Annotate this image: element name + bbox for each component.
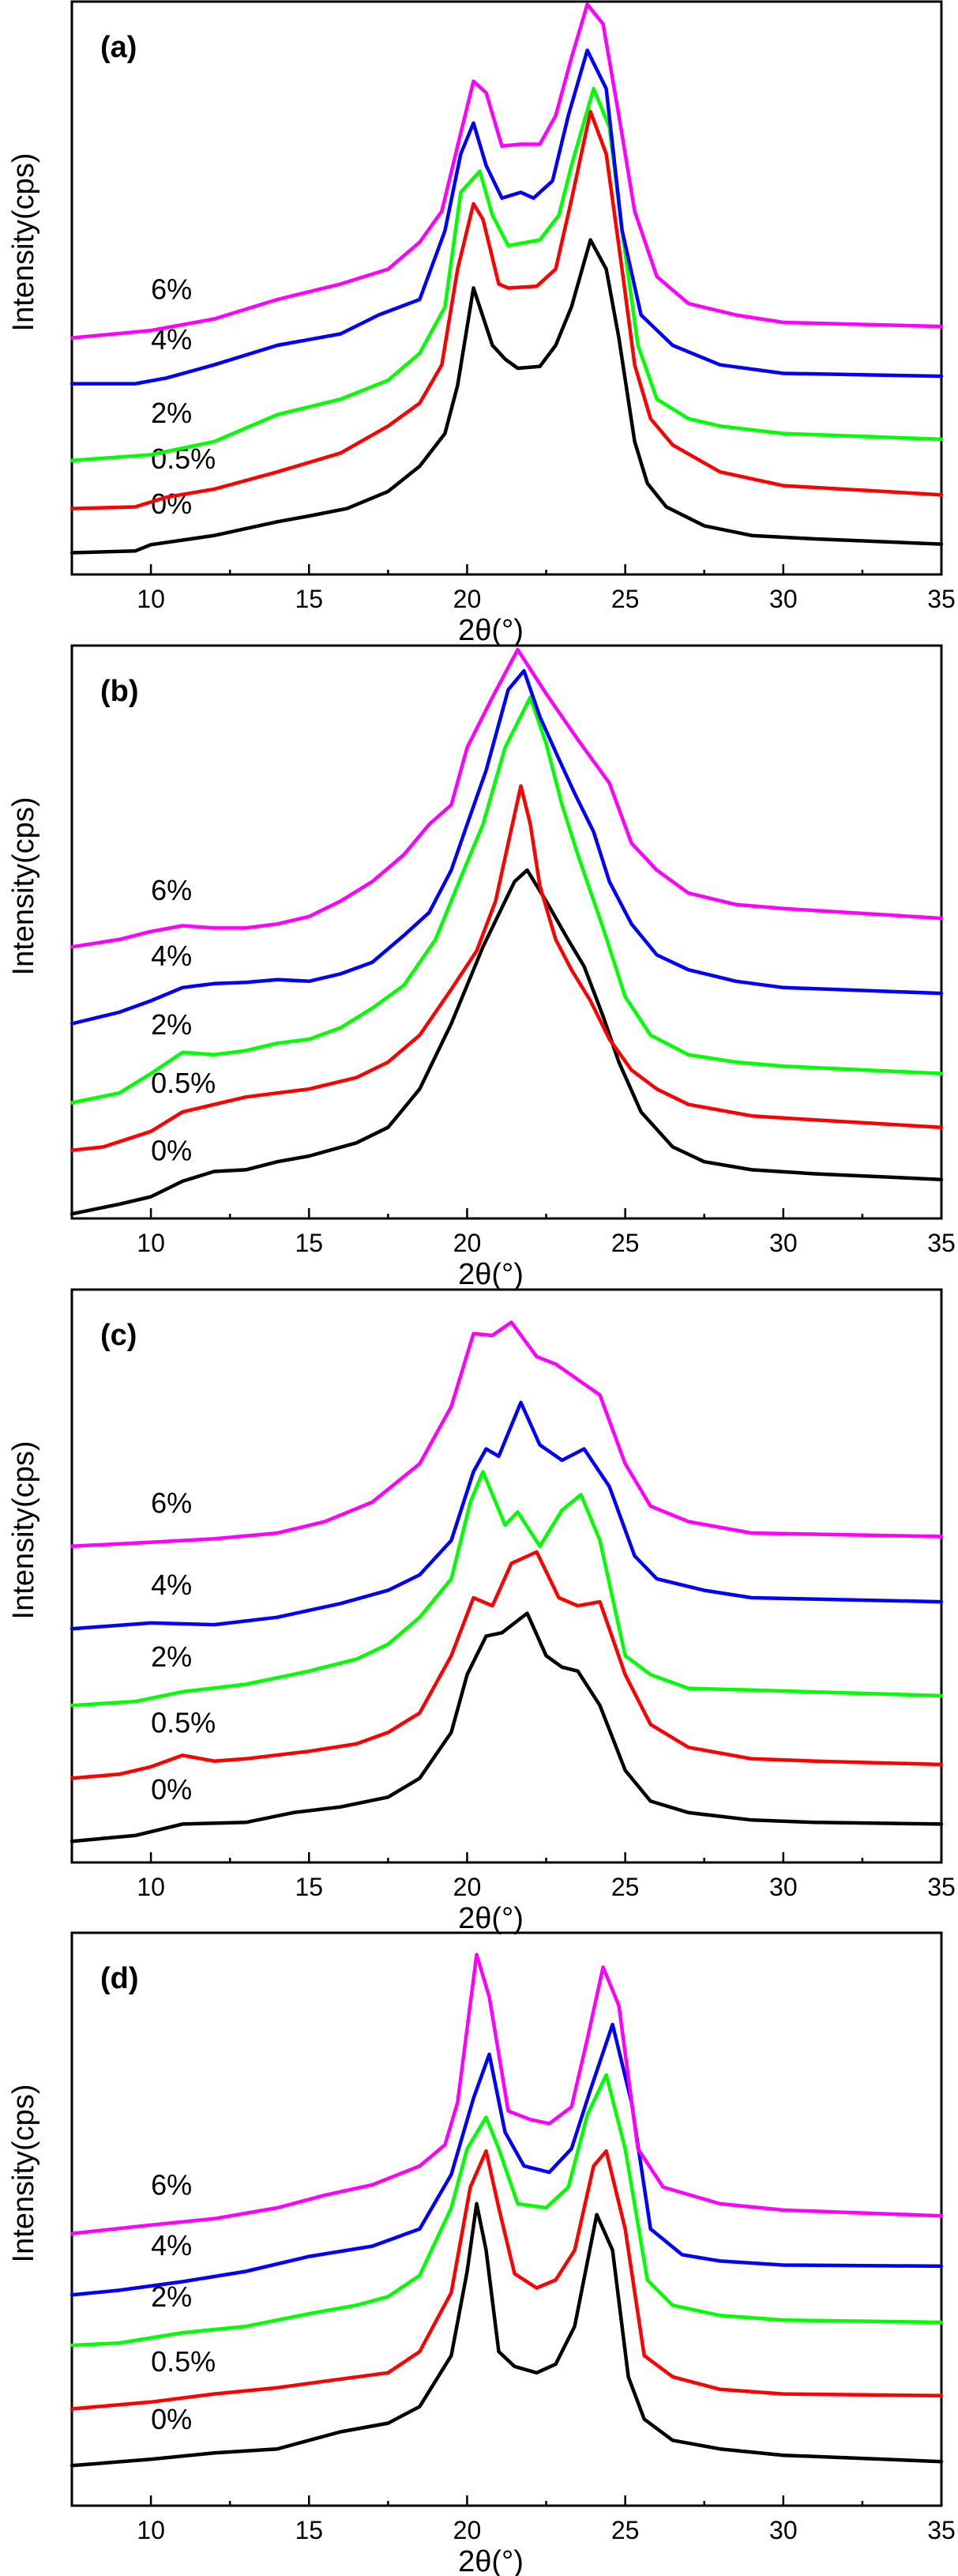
x-tick-label: 15: [295, 1873, 323, 1901]
x-tick-label: 30: [769, 1873, 798, 1901]
series-label: 6%: [151, 2169, 192, 2201]
chart-panel-a: 10 15 20 25 30 352θ(°)Intensity(cps)(a)0%0.5%…: [7, 0, 956, 647]
series-label: 6%: [151, 273, 192, 305]
x-tick-label: 25: [611, 585, 640, 613]
series-label: 0.5%: [151, 1706, 216, 1738]
x-tick-label: 35: [927, 1229, 956, 1257]
series-label: 4%: [151, 940, 192, 972]
chart-panel-c: 10 15 20 25 30 35 2θ(°) Intensity(cps) (c) 0% 0.5%…: [7, 1288, 956, 1935]
plot-frame: [70, 1931, 943, 2507]
x-tick-label: 15: [295, 1229, 323, 1257]
x-tick-label: 20: [453, 2516, 482, 2544]
y-axis-label: Intensity(cps): [7, 797, 40, 976]
series-line-2pct: [70, 86, 944, 462]
panel-label: (c): [100, 1319, 137, 1352]
series-label: 0%: [151, 1773, 192, 1806]
series-line-0-5pct: [70, 784, 944, 1152]
series-label: 2%: [151, 397, 192, 429]
series-line-0pct: [70, 2201, 944, 2468]
plot-frame: [70, 644, 943, 1220]
chart-panel-d: 10 15 20 25 30 35 2θ(°) Intensity(cps) (d) 0% 0.5%…: [7, 1931, 956, 2576]
panel-label: (d): [100, 1962, 139, 1995]
panel-label: (b): [100, 675, 139, 708]
series-label: 0.5%: [151, 2345, 216, 2378]
x-tick-label: 10: [137, 2516, 165, 2544]
series-line-6pct: [70, 1320, 944, 1549]
series-line-4pct: [70, 2022, 944, 2297]
x-tick-label: 25: [611, 1873, 640, 1901]
x-tick-label: 30: [769, 2516, 798, 2544]
chart-panel-b: 10 15 20 25 30 35 2θ(°) Intensity(cps) (b) 0% 0.5%…: [7, 644, 956, 1291]
series-line-2pct: [70, 1470, 944, 1708]
series-line-0pct: [70, 868, 944, 1216]
x-tick-label: 10: [137, 1229, 165, 1257]
x-tick-label: 10: [137, 585, 165, 613]
x-tick-label: 20: [453, 1873, 482, 1901]
series-label: 6%: [151, 1486, 192, 1519]
x-tick-label: 20: [453, 1229, 482, 1257]
x-tick-label: 20: [453, 585, 482, 613]
series-label: 2%: [151, 1640, 192, 1673]
x-tick-label: 10: [137, 1873, 165, 1901]
series-line-2pct: [70, 2073, 944, 2348]
series-label: 4%: [151, 1569, 192, 1601]
x-tick-label: 30: [769, 585, 798, 613]
series-label: 0.5%: [151, 1067, 216, 1099]
x-axis-label: 2θ(°): [458, 614, 524, 647]
x-tick-label: 15: [295, 585, 323, 613]
x-tick-label: 15: [295, 2516, 323, 2544]
series-label: 6%: [151, 874, 192, 906]
series-line-0pct: [70, 1611, 944, 1843]
series-line-0-5pct: [70, 109, 944, 510]
x-tick-label: 35: [927, 2516, 956, 2544]
x-tick-label: 30: [769, 1229, 798, 1257]
series-line-0-5pct: [70, 1550, 944, 1780]
plot-frame: [70, 0, 943, 576]
x-axis-label: 2θ(°): [458, 1258, 524, 1291]
plot-frame: [70, 1288, 943, 1864]
x-axis-label: 2θ(°): [458, 2545, 524, 2576]
panel-label: (a): [100, 31, 137, 64]
y-axis-label: Intensity(cps): [7, 2085, 40, 2263]
x-tick-label: 25: [611, 1229, 640, 1257]
series-label: 0%: [151, 1134, 192, 1166]
series-line-6pct: [70, 647, 944, 949]
series-label: 0%: [151, 2403, 192, 2435]
y-axis-label: Intensity(cps): [7, 1441, 40, 1620]
series-line-4pct: [70, 48, 944, 386]
x-tick-label: 35: [927, 1873, 956, 1901]
x-tick-label: 35: [927, 585, 956, 613]
series-line-0pct: [70, 238, 944, 555]
series-line-6pct: [70, 2, 944, 340]
series-line-4pct: [70, 668, 944, 1026]
x-axis-label: 2θ(°): [458, 1902, 524, 1935]
series-label: 2%: [151, 1008, 192, 1041]
series-label: 4%: [151, 2229, 192, 2262]
series-line-4pct: [70, 1400, 944, 1631]
series-line-2pct: [70, 695, 944, 1105]
y-axis-label: Intensity(cps): [7, 153, 40, 332]
series-line-0-5pct: [70, 2149, 944, 2411]
series-line-6pct: [70, 1953, 944, 2235]
x-tick-label: 25: [611, 2516, 640, 2544]
